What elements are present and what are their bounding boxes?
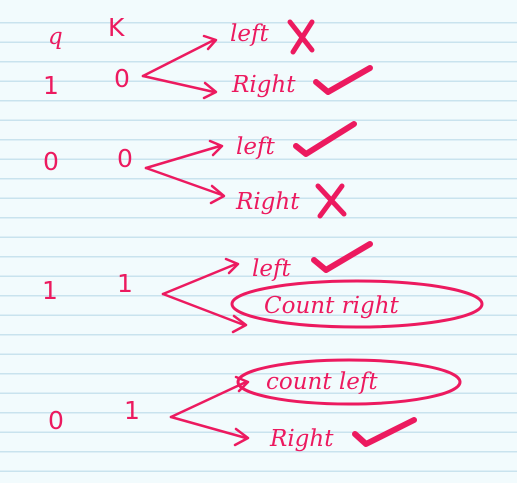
row-4-top-label: count left: [266, 369, 378, 395]
row-3-top-label: left: [252, 256, 291, 282]
row-3-k: 1: [117, 269, 133, 298]
row-3-bottom-circle: [230, 279, 484, 329]
row-2-bottom-cross-icon: [315, 183, 347, 219]
row-4-branch-arrows: [169, 375, 250, 447]
row-1-bottom-label: Right: [231, 72, 296, 98]
row-4-k: 1: [124, 396, 140, 425]
row-3-branch-arrows: [161, 257, 248, 334]
row-2-top-label: left: [236, 134, 275, 160]
row-1-k: 0: [114, 64, 130, 93]
row-2-k: 0: [117, 144, 133, 173]
row-1-top-label: left: [230, 21, 269, 47]
row-4-q: 0: [48, 406, 64, 435]
row-2-branch-arrows: [144, 139, 226, 205]
row-1-q: 1: [43, 71, 59, 100]
row-1-bottom-check-icon: [313, 65, 373, 95]
row-2-q: 0: [43, 147, 59, 176]
header-q: q: [48, 24, 63, 50]
row-2-bottom-label: Right: [235, 189, 300, 215]
row-4-bottom-check-icon: [352, 417, 417, 447]
header-k: K: [108, 13, 125, 42]
row-3-top-check-icon: [311, 241, 373, 273]
row-1-top-cross-icon: [287, 19, 315, 55]
row-2-top-check-icon: [293, 121, 357, 157]
row-4-top-circle: [236, 358, 462, 406]
row-3-q: 1: [42, 276, 58, 305]
row-3-bottom-label: Count right: [264, 293, 400, 319]
row-4-bottom-label: Right: [269, 426, 334, 452]
row-1-branch-arrows: [141, 34, 218, 100]
